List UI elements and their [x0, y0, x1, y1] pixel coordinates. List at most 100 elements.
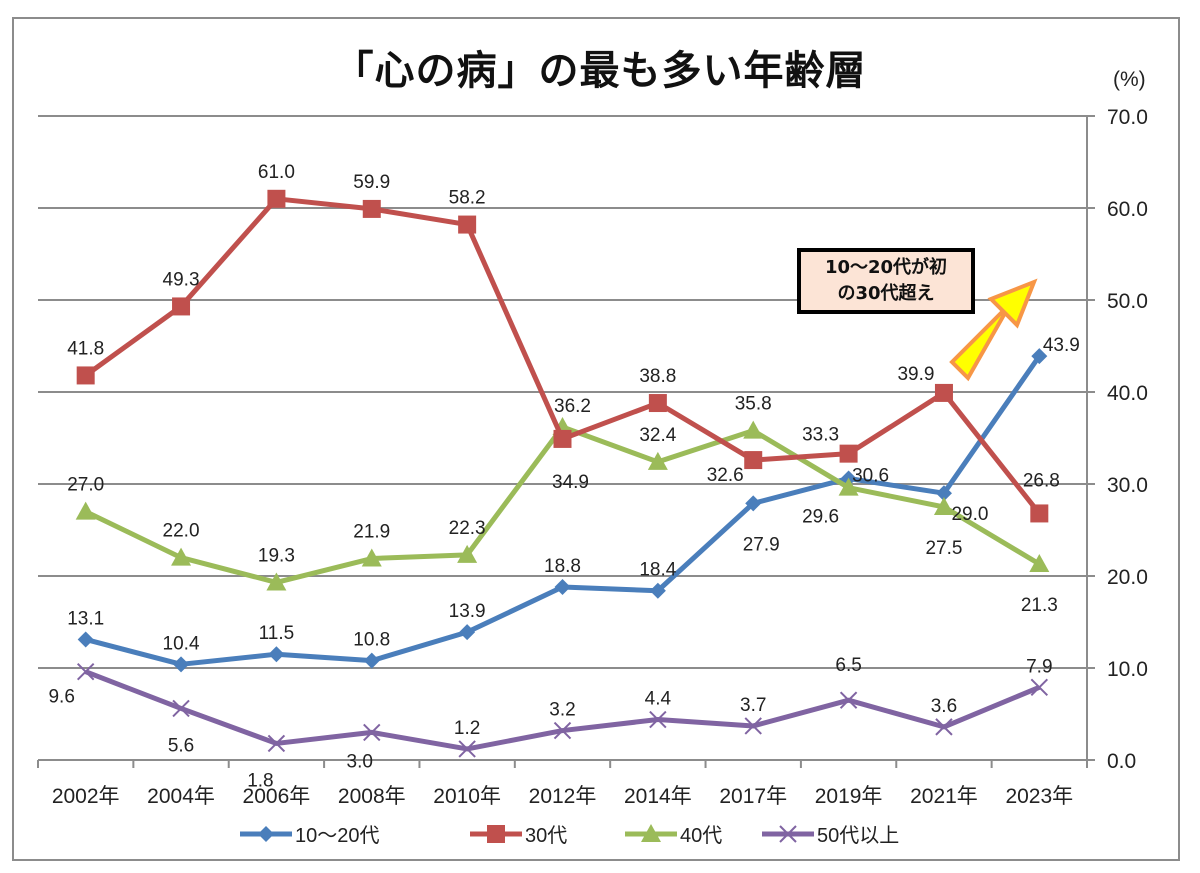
- triangle-marker: [75, 501, 96, 520]
- series-10～20代: [77, 348, 1048, 673]
- data-label: 27.5: [925, 538, 962, 559]
- diamond-marker: [649, 582, 666, 599]
- y-tick-label: 30.0: [1107, 474, 1148, 497]
- triangle-marker: [361, 548, 382, 567]
- diamond-marker: [745, 495, 762, 512]
- callout-line-1: 10～20代が初: [824, 257, 948, 278]
- series-40代: [75, 416, 1050, 591]
- axes: [38, 116, 1088, 761]
- data-label: 58.2: [449, 188, 486, 209]
- callout-line-2: の30代超え: [837, 283, 935, 304]
- square-marker: [267, 189, 286, 208]
- data-label: 7.9: [1026, 656, 1052, 677]
- x-tick-label: 2010年: [433, 785, 501, 808]
- data-label: 21.3: [1021, 595, 1058, 616]
- diamond-marker: [173, 656, 190, 673]
- square-marker: [76, 366, 95, 385]
- triangle-marker: [266, 572, 287, 591]
- diamond-marker: [459, 624, 476, 641]
- data-label: 18.4: [639, 560, 676, 581]
- square-marker: [487, 825, 505, 843]
- square-marker: [553, 429, 572, 448]
- y-tick-label: 0.0: [1107, 750, 1136, 773]
- x-tick-label: 2012年: [529, 785, 597, 808]
- data-label: 13.1: [67, 608, 104, 629]
- annotation-arrow-group: [949, 278, 1038, 382]
- x-tick-label: 2008年: [338, 785, 406, 808]
- x-tick-label: 2021年: [910, 785, 978, 808]
- triangle-marker: [933, 497, 954, 515]
- data-label: 1.8: [247, 770, 273, 791]
- data-label: 33.3: [802, 425, 839, 446]
- legend-item: 10～20代: [240, 824, 380, 847]
- square-marker: [648, 394, 667, 413]
- data-label: 34.9: [552, 472, 589, 493]
- legend-item: 30代: [470, 824, 567, 847]
- x-marker-stroke: [744, 717, 762, 735]
- x-tick-label: 2017年: [719, 785, 787, 808]
- series-group: [75, 189, 1050, 758]
- x-marker: [779, 825, 797, 843]
- data-label: 61.0: [258, 162, 295, 183]
- data-label: 39.9: [897, 364, 934, 385]
- y-tick-label: 60.0: [1107, 198, 1148, 221]
- data-label: 4.4: [645, 689, 672, 710]
- x-marker-stroke: [839, 691, 858, 709]
- x-tick-label: 2023年: [1005, 785, 1073, 808]
- data-label: 6.5: [835, 655, 861, 676]
- diamond-marker: [1031, 348, 1048, 365]
- data-labels: 13.1 10.4 11.5 10.8 13.9 18.8 18.4 27.9 30.6 29.0…: [48, 162, 1079, 792]
- annotation-callout: 10～20代が初 の30代超え: [797, 248, 975, 314]
- series-line: [84, 196, 1042, 515]
- x-marker-stroke: [363, 723, 381, 742]
- x-marker: [458, 740, 476, 758]
- legend-label: 50代以上: [817, 824, 899, 847]
- y-tick-label: 10.0: [1107, 658, 1148, 681]
- legend-label: 10～20代: [295, 824, 380, 847]
- triangle-marker: [838, 477, 859, 496]
- data-label: 59.9: [353, 172, 390, 193]
- square-marker: [1030, 504, 1049, 523]
- x-marker-stroke: [649, 710, 667, 729]
- data-label: 29.6: [802, 507, 839, 528]
- diamond-marker: [258, 826, 274, 842]
- x-tick-label: 2014年: [624, 785, 692, 808]
- series-30代: [76, 189, 1049, 523]
- x-marker: [553, 721, 572, 740]
- triangle-marker: [1029, 554, 1050, 573]
- y-tick-label: 20.0: [1107, 566, 1148, 589]
- square-marker: [362, 199, 381, 218]
- data-label: 1.2: [454, 718, 480, 739]
- x-tick-label: 2002年: [52, 785, 120, 808]
- data-label: 10.8: [353, 630, 390, 651]
- data-label: 10.4: [163, 633, 200, 654]
- data-label: 13.9: [449, 601, 486, 622]
- data-label: 36.2: [554, 396, 591, 417]
- x-marker-stroke: [458, 740, 476, 758]
- x-marker: [935, 718, 953, 736]
- data-label: 3.2: [549, 700, 575, 721]
- x-marker: [744, 717, 762, 735]
- x-marker-stroke: [76, 662, 95, 681]
- y-axis-ticks: 0.0 10.0 20.0 30.0 40.0 50.0 60.0 70.0: [1087, 106, 1148, 773]
- x-marker-stroke: [935, 718, 953, 736]
- data-label: 29.0: [951, 504, 988, 525]
- data-label: 27.0: [67, 475, 104, 496]
- diamond-marker: [268, 646, 285, 663]
- triangle-marker: [647, 451, 668, 470]
- x-marker-stroke: [779, 825, 797, 843]
- data-label: 43.9: [1043, 335, 1080, 356]
- x-tick-label: 2006年: [243, 785, 311, 808]
- triangle-marker: [457, 544, 478, 563]
- y-tick-label: 50.0: [1107, 290, 1148, 313]
- data-label: 21.9: [353, 522, 390, 543]
- square-marker: [934, 383, 953, 402]
- x-marker-stroke: [553, 721, 572, 740]
- y-tick-label: 70.0: [1107, 106, 1148, 129]
- data-label: 38.8: [639, 366, 676, 387]
- gridlines: [38, 115, 1087, 669]
- data-label: 49.3: [163, 269, 200, 290]
- x-tick-label: 2019年: [815, 785, 883, 808]
- x-marker-stroke: [1030, 678, 1049, 697]
